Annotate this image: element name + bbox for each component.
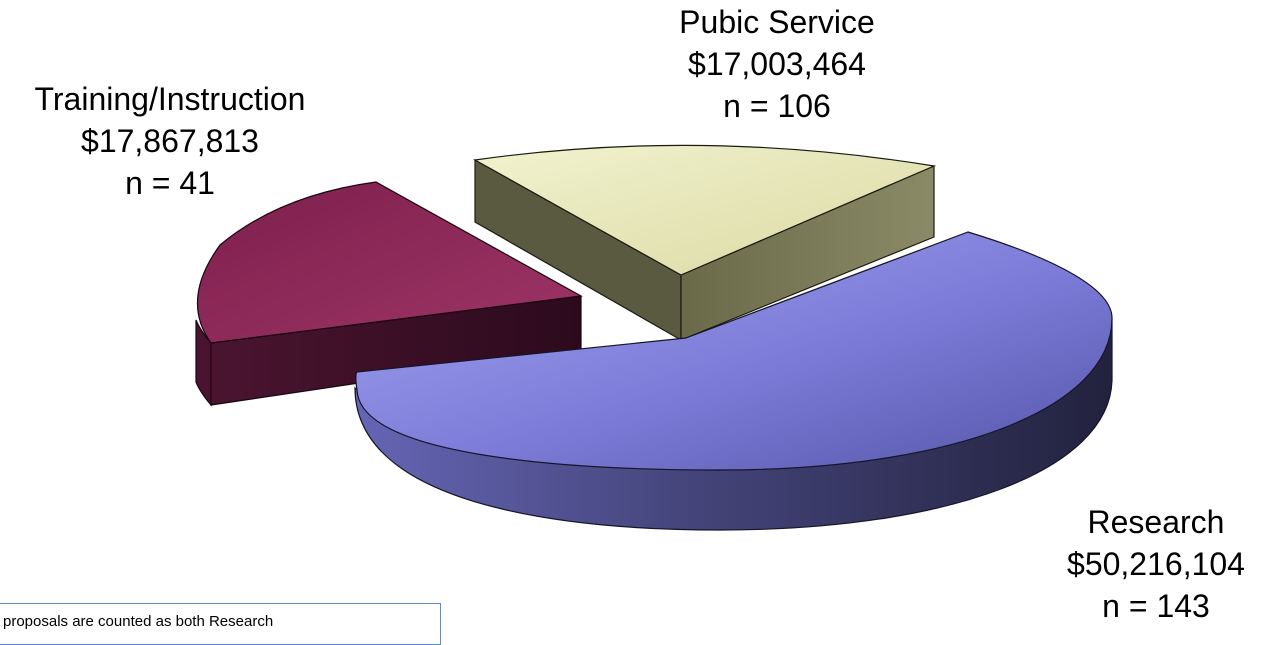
footnote-text: proposals are counted as both Research [3,613,274,630]
slice-research-top [355,231,1113,471]
label-public-amount: $17,003,464 [688,46,866,82]
slice-training-top [196,181,583,344]
footnote-box: proposals are counted as both Research [0,603,441,645]
label-public-category: Pubic Service [679,4,875,40]
slice-public-service [473,144,937,342]
label-research: Research $50,216,104 n = 143 [1067,504,1245,624]
label-public-count: n = 106 [723,88,831,124]
label-research-amount: $50,216,104 [1067,546,1245,582]
label-training-instruction: Training/Instruction $17,867,813 n = 41 [35,81,306,201]
label-research-count: n = 143 [1102,588,1210,624]
slice-research [354,231,1113,531]
label-public-service: Pubic Service $17,003,464 n = 106 [679,4,875,124]
label-training-amount: $17,867,813 [81,123,259,159]
label-research-category: Research [1088,504,1225,540]
label-training-count: n = 41 [125,165,215,201]
slice-training-instruction [195,181,583,407]
pie-chart: Training/Instruction $17,867,813 n = 41 … [35,4,1245,624]
slice-public-top [473,144,937,276]
label-training-category: Training/Instruction [35,81,306,117]
